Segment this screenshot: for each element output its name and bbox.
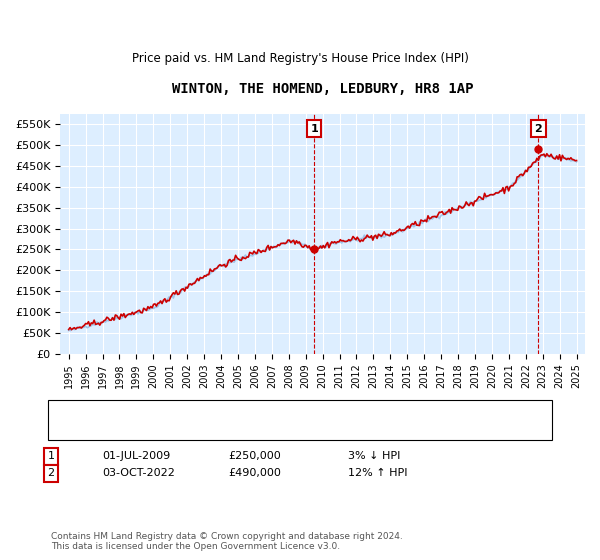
Text: £490,000: £490,000: [228, 468, 281, 478]
Text: Price paid vs. HM Land Registry's House Price Index (HPI): Price paid vs. HM Land Registry's House …: [131, 52, 469, 66]
Text: WINTON, THE HOMEND, LEDBURY, HR8 1AP (detached house): WINTON, THE HOMEND, LEDBURY, HR8 1AP (de…: [150, 407, 471, 417]
Text: 12% ↑ HPI: 12% ↑ HPI: [348, 468, 407, 478]
Text: Contains HM Land Registry data © Crown copyright and database right 2024.
This d: Contains HM Land Registry data © Crown c…: [51, 532, 403, 552]
Text: WINTON, THE HOMEND, LEDBURY, HR8 1AP (detached house): WINTON, THE HOMEND, LEDBURY, HR8 1AP (de…: [150, 407, 471, 417]
Text: 2: 2: [535, 124, 542, 134]
Text: £250,000: £250,000: [228, 451, 281, 461]
Title: WINTON, THE HOMEND, LEDBURY, HR8 1AP: WINTON, THE HOMEND, LEDBURY, HR8 1AP: [172, 82, 473, 96]
Text: 1: 1: [310, 124, 318, 134]
Text: 03-OCT-2022: 03-OCT-2022: [102, 468, 175, 478]
Text: 01-JUL-2009: 01-JUL-2009: [102, 451, 170, 461]
Text: ─────: ─────: [78, 405, 115, 418]
Text: 2: 2: [47, 468, 55, 478]
Text: ─────: ─────: [78, 422, 115, 435]
Text: HPI: Average price, detached house, Herefordshire: HPI: Average price, detached house, Here…: [150, 423, 414, 433]
Text: ─────: ─────: [78, 405, 115, 418]
Text: HPI: Average price, detached house, Herefordshire: HPI: Average price, detached house, Here…: [150, 423, 414, 433]
Text: 1: 1: [47, 451, 55, 461]
Text: ─────: ─────: [78, 422, 115, 435]
Text: 3% ↓ HPI: 3% ↓ HPI: [348, 451, 400, 461]
